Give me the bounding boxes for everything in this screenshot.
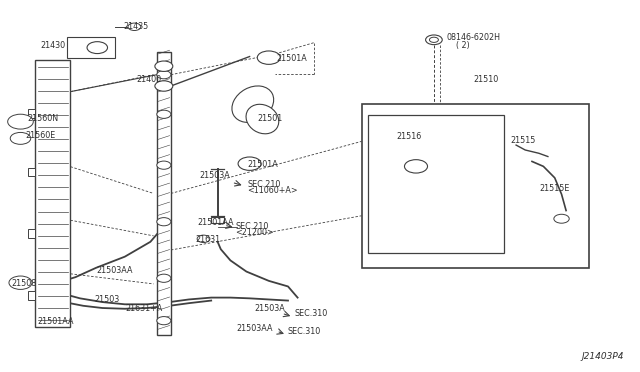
Text: SEC.310: SEC.310 <box>288 327 321 336</box>
Text: 21560N: 21560N <box>27 114 58 123</box>
Bar <box>368 115 504 253</box>
Circle shape <box>128 23 141 31</box>
Text: 21503AA: 21503AA <box>237 324 273 333</box>
Text: 21430: 21430 <box>40 41 65 50</box>
Circle shape <box>238 157 261 170</box>
Text: 21560E: 21560E <box>26 131 56 140</box>
Text: <11060+A>: <11060+A> <box>247 186 298 195</box>
Text: 21515E: 21515E <box>539 185 569 193</box>
Circle shape <box>155 61 173 71</box>
Bar <box>362 104 589 268</box>
Ellipse shape <box>232 86 274 122</box>
Circle shape <box>157 161 171 169</box>
Text: J21403P4: J21403P4 <box>582 352 624 361</box>
Circle shape <box>197 235 210 243</box>
Text: SEC.310: SEC.310 <box>294 309 328 318</box>
Circle shape <box>429 37 438 42</box>
Text: 08146-6202H: 08146-6202H <box>446 33 500 42</box>
Circle shape <box>155 81 173 91</box>
Text: 21510: 21510 <box>474 75 499 84</box>
Circle shape <box>10 132 31 144</box>
Circle shape <box>157 317 171 325</box>
Circle shape <box>87 42 108 54</box>
Bar <box>157 52 171 335</box>
Text: 21515: 21515 <box>510 136 536 145</box>
Bar <box>28 229 35 238</box>
Text: 21503: 21503 <box>95 295 120 304</box>
Circle shape <box>404 160 428 173</box>
Text: 21503AA: 21503AA <box>96 266 132 275</box>
Text: 21516: 21516 <box>397 132 422 141</box>
Text: 21501A: 21501A <box>276 54 307 63</box>
Text: SEC.210: SEC.210 <box>248 180 281 189</box>
Bar <box>67 37 115 58</box>
Circle shape <box>157 274 171 282</box>
Text: ( 2): ( 2) <box>456 41 469 50</box>
Bar <box>211 217 224 223</box>
Text: 21508: 21508 <box>12 279 36 288</box>
Text: 21501AA: 21501AA <box>37 317 74 326</box>
Bar <box>28 291 35 300</box>
Circle shape <box>554 214 569 223</box>
Circle shape <box>8 114 33 129</box>
Circle shape <box>257 51 280 64</box>
Text: 21503A: 21503A <box>200 171 230 180</box>
Text: 21501: 21501 <box>257 114 282 123</box>
Text: 21501A: 21501A <box>248 160 278 169</box>
Text: SEC.210: SEC.210 <box>236 222 269 231</box>
Circle shape <box>426 35 442 45</box>
Text: <21200>: <21200> <box>236 228 275 237</box>
Text: 21501AA: 21501AA <box>197 218 234 227</box>
Text: 21631: 21631 <box>196 235 221 244</box>
Text: 21631+A: 21631+A <box>125 304 163 313</box>
Text: 21435: 21435 <box>123 22 148 31</box>
Circle shape <box>157 110 171 118</box>
Bar <box>28 167 35 176</box>
Circle shape <box>157 218 171 226</box>
Bar <box>28 109 35 118</box>
Circle shape <box>157 71 171 79</box>
Text: 21503A: 21503A <box>255 304 285 312</box>
Text: 21400: 21400 <box>136 75 161 84</box>
Ellipse shape <box>246 104 279 134</box>
Circle shape <box>9 276 32 289</box>
Bar <box>35 60 70 327</box>
